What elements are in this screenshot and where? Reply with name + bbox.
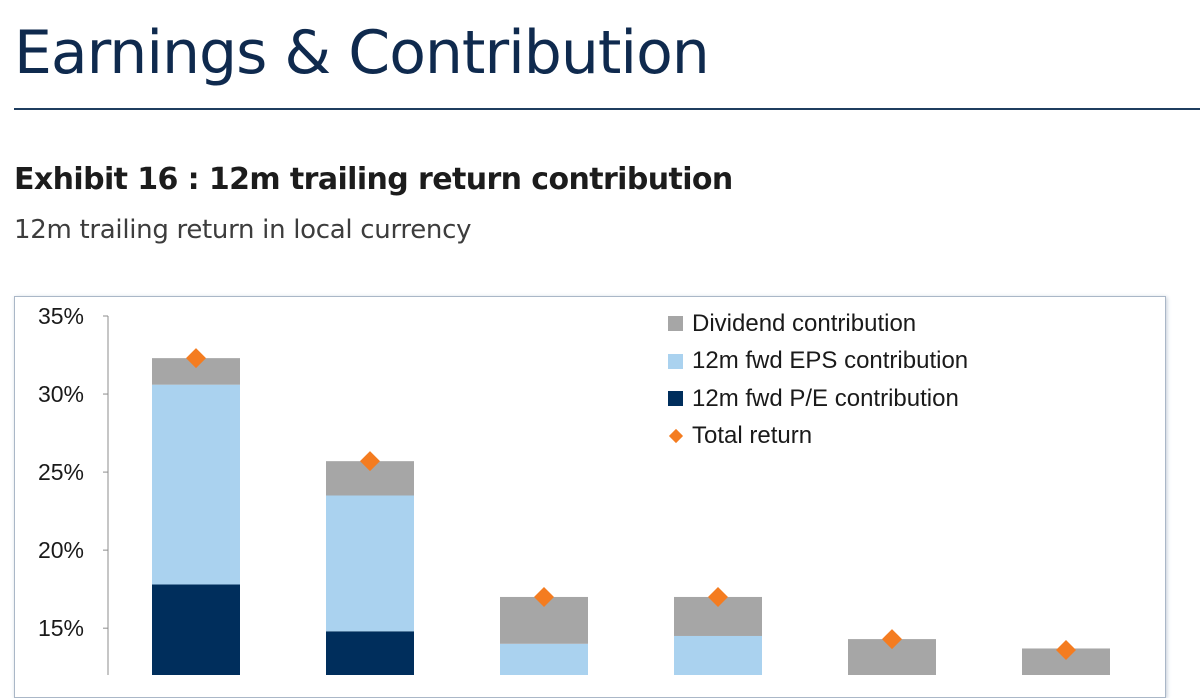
bar-segment-eps [500,643,588,675]
y-tick-label: 35% [38,303,84,329]
chart-legend: Dividend contribution 12m fwd EPS contri… [668,305,1028,455]
legend-label-dividend: Dividend contribution [692,309,917,337]
bar-segment-pe [326,631,414,675]
legend-item-total: Total return [668,418,1028,456]
legend-swatch-dividend [668,316,683,332]
bar-segment-eps [674,635,762,675]
legend-label-eps: 12m fwd EPS contribution [692,347,969,375]
stacked-bar-chart: 35% 30% 25% 20% 15% [38,303,1110,675]
legend-swatch-pe [668,391,683,407]
legend-label-total: Total return [692,422,813,450]
total-return-marker [882,629,902,650]
y-tick-label: 15% [38,615,84,641]
legend-item-dividend: Dividend contribution [668,305,1028,343]
total-return-marker [1056,640,1076,661]
legend-item-eps: 12m fwd EPS contribution [668,343,1028,381]
total-return-marker [360,451,380,472]
exhibit-title: Exhibit 16 : 12m trailing return contrib… [14,162,733,197]
title-divider [14,108,1200,110]
legend-label-pe: 12m fwd P/E contribution [692,384,959,412]
legend-swatch-eps [668,353,683,369]
y-tick-label: 30% [38,381,84,407]
page-title: Earnings & Contribution [14,18,710,88]
total-return-marker [186,348,206,369]
exhibit-subtitle: 12m trailing return in local currency [14,215,472,245]
bar-segment-eps [152,384,240,585]
y-tick-label: 25% [38,459,84,485]
bar-segment-eps [326,495,414,632]
total-return-marker [534,586,554,607]
legend-swatch-total [668,429,684,444]
bar-segment-pe [152,584,240,675]
legend-item-pe: 12m fwd P/E contribution [668,380,1028,418]
total-return-marker [708,586,728,607]
y-tick-label: 20% [38,537,84,563]
